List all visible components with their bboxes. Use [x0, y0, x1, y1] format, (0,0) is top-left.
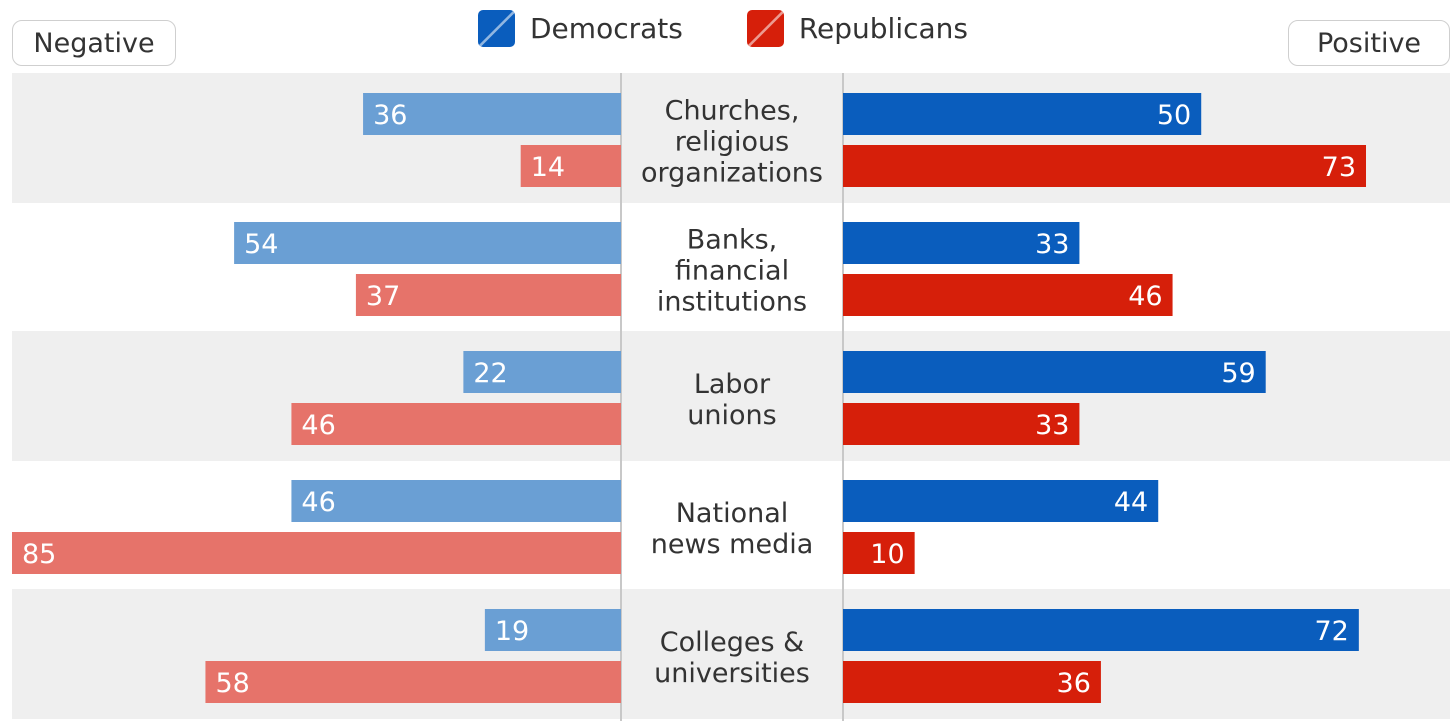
- legend-label-republicans: Republicans: [798, 11, 968, 45]
- category-label: Labor: [694, 369, 771, 400]
- bar-positive-republicans-label: 33: [1035, 410, 1069, 441]
- bar-positive-republicans-label: 10: [870, 539, 904, 570]
- bar-positive-democrats: [843, 93, 1202, 135]
- legend-label-democrats: Democrats: [530, 11, 683, 45]
- bar-negative-republicans-label: 85: [22, 539, 56, 570]
- bar-negative-democrats-label: 36: [373, 100, 407, 131]
- bar-negative-democrats-label: 19: [495, 616, 529, 647]
- bar-negative-democrats-label: 46: [301, 487, 335, 518]
- category-label: religious: [675, 127, 789, 158]
- bar-positive-republicans: [843, 661, 1101, 703]
- legend-item-democrats: Democrats: [478, 9, 683, 47]
- bar-negative-republicans: [12, 532, 621, 574]
- bar-positive-republicans: [843, 532, 915, 574]
- bar-positive-republicans: [843, 145, 1366, 187]
- chart-header: Negative Democrats Republicans Positive: [0, 0, 1450, 70]
- bar-positive-republicans-label: 73: [1322, 152, 1356, 183]
- positive-axis-label: Positive: [1288, 20, 1450, 66]
- bar-negative-republicans-label: 58: [215, 668, 249, 699]
- category-label: organizations: [641, 158, 823, 189]
- bar-positive-democrats: [843, 222, 1080, 264]
- bar-positive-republicans: [843, 403, 1080, 445]
- bar-positive-republicans-label: 46: [1128, 281, 1162, 312]
- bar-negative-republicans-label: 46: [301, 410, 335, 441]
- bar-positive-republicans: [843, 274, 1173, 316]
- bar-positive-democrats-label: 44: [1114, 487, 1148, 518]
- category-label: unions: [687, 400, 776, 431]
- bar-positive-democrats-label: 50: [1157, 100, 1191, 131]
- category-label: Banks,: [687, 225, 777, 256]
- bar-negative-democrats: [463, 351, 621, 393]
- bar-negative-republicans: [205, 661, 621, 703]
- category-label: universities: [654, 658, 810, 689]
- bar-negative-democrats: [484, 609, 621, 651]
- category-label: news media: [651, 529, 814, 560]
- negative-axis-label: Negative: [12, 20, 176, 66]
- bar-positive-democrats-label: 33: [1035, 229, 1069, 260]
- bar-negative-democrats: [234, 222, 621, 264]
- bar-positive-democrats-label: 72: [1314, 616, 1348, 647]
- bar-negative-democrats: [363, 93, 621, 135]
- category-label: institutions: [657, 287, 807, 318]
- category-label: National: [676, 498, 789, 529]
- bar-positive-democrats: [843, 351, 1266, 393]
- bar-positive-democrats: [843, 480, 1159, 522]
- bar-positive-republicans-label: 36: [1057, 668, 1091, 699]
- category-label: Colleges &: [660, 627, 804, 658]
- bar-negative-republicans-label: 37: [366, 281, 400, 312]
- legend-item-republicans: Republicans: [746, 9, 968, 47]
- legend-swatch-democrats: [478, 9, 515, 47]
- bar-negative-democrats: [291, 480, 621, 522]
- bar-negative-democrats-label: 22: [473, 358, 507, 389]
- bar-negative-democrats-label: 54: [244, 229, 278, 260]
- category-label: financial: [675, 256, 789, 287]
- bar-negative-republicans-label: 14: [531, 152, 565, 183]
- bar-positive-democrats: [843, 609, 1359, 651]
- category-label: Churches,: [665, 96, 800, 127]
- bar-negative-republicans: [291, 403, 621, 445]
- bar-positive-democrats-label: 59: [1221, 358, 1255, 389]
- bar-negative-republicans: [355, 274, 621, 316]
- legend-swatch-republicans: [746, 9, 784, 47]
- legend: Democrats Republicans: [478, 8, 1032, 48]
- bar-negative-republicans: [520, 145, 621, 187]
